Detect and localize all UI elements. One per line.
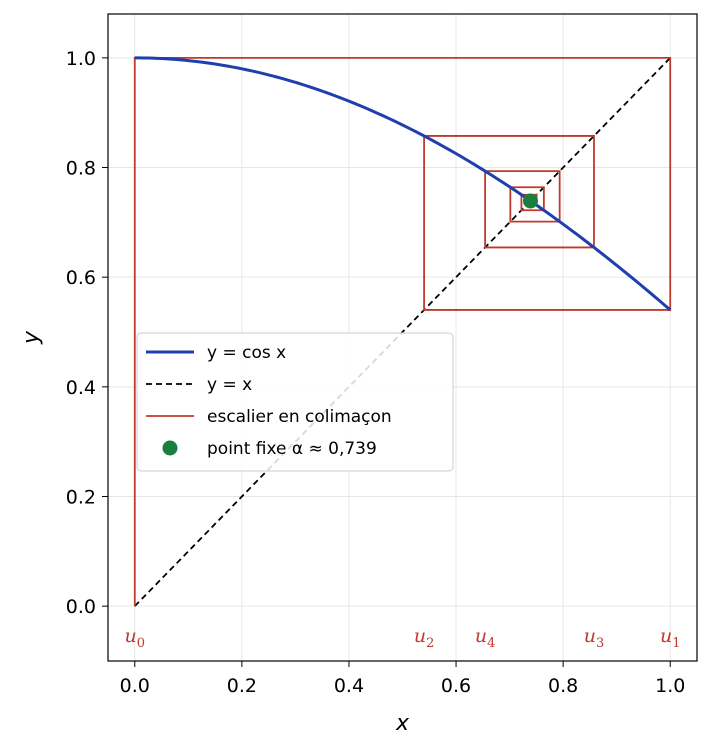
y-tick-label: 0.8 <box>66 158 96 180</box>
iterate-label: u0 <box>125 625 146 651</box>
iterate-label-sub: 0 <box>137 636 145 651</box>
legend-box <box>136 332 454 472</box>
x-tick-label: 0.4 <box>334 675 364 697</box>
iterate-label: u3 <box>584 625 605 651</box>
fixed-point-marker <box>522 193 538 209</box>
iterate-label: u2 <box>414 625 435 651</box>
iterate-label-sub: 2 <box>426 636 434 651</box>
legend-label: y = x <box>207 375 252 395</box>
x-tick-label: 0.8 <box>548 675 578 697</box>
iterate-label-base: u <box>414 625 426 647</box>
x-tick-label: 0.2 <box>227 675 257 697</box>
axes-frame <box>107 13 698 662</box>
cobweb-path <box>133 56 672 607</box>
y-tick-label: 0.6 <box>66 267 96 289</box>
iterate-label: u1 <box>660 625 681 651</box>
iterate-label-sub: 1 <box>672 636 680 651</box>
legend-label: point fixe α ≈ 0,739 <box>207 439 377 459</box>
legend-label: y = cos x <box>207 343 286 363</box>
legend-swatch-fixed-point <box>162 440 178 456</box>
iterate-label-sub: 4 <box>487 636 495 651</box>
iterate-label-sub: 3 <box>596 636 604 651</box>
iterate-label-base: u <box>125 625 137 647</box>
y-tick-label: 0.2 <box>66 487 96 509</box>
y-ticks: 0.0 0.2 0.4 0.6 0.8 1.0 <box>66 48 108 618</box>
legend-label: escalier en colimaçon <box>207 407 392 427</box>
legend: y = cos x y = x escalier en colimaçon point… <box>136 332 454 472</box>
iterate-label-base: u <box>475 625 487 647</box>
y-tick-label: 1.0 <box>66 48 96 70</box>
identity-line <box>134 57 671 607</box>
y-axis-label: y <box>19 330 44 345</box>
iterate-label-base: u <box>584 625 596 647</box>
iterate-label-base: u <box>660 625 672 647</box>
y-tick-label: 0.4 <box>66 377 96 399</box>
x-tick-label: 0.6 <box>441 675 471 697</box>
y-tick-label: 0.0 <box>66 596 96 618</box>
plot-area <box>133 56 672 607</box>
x-tick-label: 1.0 <box>655 675 685 697</box>
x-tick-label: 0.0 <box>120 675 150 697</box>
x-ticks: 0.0 0.2 0.4 0.6 0.8 1.0 <box>120 661 685 697</box>
iterate-label: u4 <box>475 625 496 651</box>
x-axis-label: x <box>395 711 410 736</box>
cos-curve <box>134 56 672 312</box>
